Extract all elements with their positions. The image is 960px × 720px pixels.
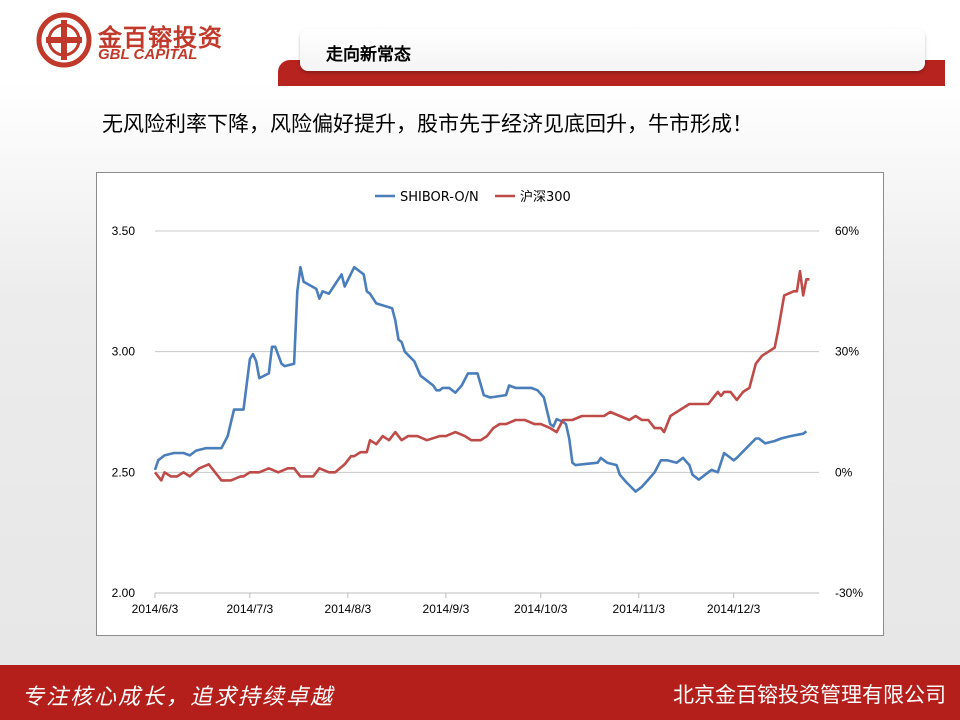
x-tick-label: 2014/6/3: [132, 602, 179, 616]
footer-slogan: 专注核心成长，追求持续卓越: [22, 685, 335, 710]
grid-layer: [155, 230, 819, 594]
series-layer: [153, 265, 810, 493]
x-tick-label: 2014/8/3: [325, 602, 372, 616]
logo-chinese-name: 金百镕投资: [98, 24, 223, 52]
legend-label: 沪深300: [520, 189, 571, 205]
x-tick-label: 2014/12/3: [707, 602, 761, 616]
y-left-tick-label: 3.00: [112, 345, 136, 359]
series-line-hs300: [153, 269, 810, 482]
footer-bar: 专注核心成长，追求持续卓越 北京金百镕投资管理有限公司: [0, 665, 960, 720]
x-tick-label: 2014/7/3: [226, 602, 273, 616]
y-right-tick-label: 60%: [835, 224, 859, 238]
slide-headline: 无风险利率下降，风险偏好提升，股市先于经济见底回升，牛市形成！: [102, 112, 753, 136]
company-logo: 金百镕投资 GBL CAPITAL: [36, 12, 222, 68]
series-line-shibor: [153, 265, 808, 493]
axis-layer: 3.50 3.00 2.50 2.00 60% 30% 0% -30% 2014/6/3 2014…: [112, 224, 864, 616]
y-left-tick-label: 2.50: [112, 465, 136, 479]
legend-layer: SHIBOR-O/N 沪深300: [375, 189, 571, 205]
legend-label: SHIBOR-O/N: [400, 190, 479, 205]
y-left-tick-label: 3.50: [112, 224, 136, 238]
y-left-tick-label: 2.00: [112, 586, 136, 600]
section-title-box: 走向新常态: [300, 29, 925, 71]
x-tick-label: 2014/9/3: [423, 602, 470, 616]
gbl-emblem-icon: [36, 12, 92, 68]
y-right-tick-label: 30%: [835, 345, 859, 359]
y-right-tick-label: -30%: [835, 586, 863, 600]
y-right-tick-label: 0%: [835, 465, 853, 479]
footer-company-name: 北京金百镕投资管理有限公司: [673, 683, 946, 707]
dual-axis-line-chart: 3.50 3.00 2.50 2.00 60% 30% 0% -30% 2014/6/3 2014…: [112, 189, 864, 616]
section-title: 走向新常态: [326, 45, 411, 65]
chart-frame: 3.50 3.00 2.50 2.00 60% 30% 0% -30% 2014/6/3 2014…: [96, 172, 884, 636]
x-tick-label: 2014/10/3: [514, 602, 568, 616]
x-tick-label: 2014/11/3: [613, 602, 666, 616]
logo-english-name: GBL CAPITAL: [98, 46, 198, 63]
